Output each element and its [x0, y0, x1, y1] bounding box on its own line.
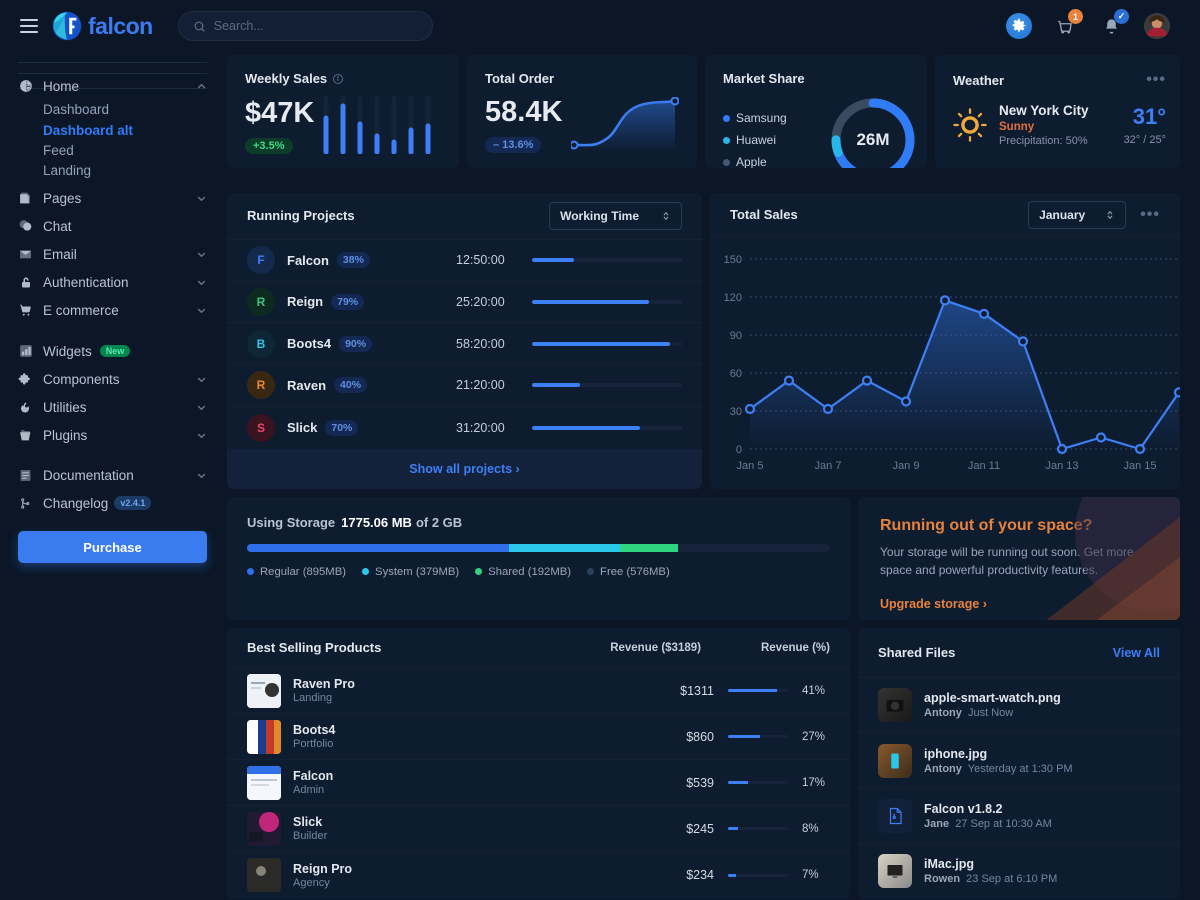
svg-text:Jan 15: Jan 15	[1123, 460, 1156, 472]
svg-text:Jan 13: Jan 13	[1045, 460, 1078, 472]
svg-text:150: 150	[724, 254, 742, 266]
svg-text:Jan 9: Jan 9	[893, 460, 920, 472]
svg-text:120: 120	[724, 292, 742, 304]
svg-text:Jan 7: Jan 7	[815, 460, 842, 472]
svg-text:0: 0	[736, 444, 742, 456]
svg-text:Jan 11: Jan 11	[968, 460, 1000, 472]
svg-text:90: 90	[730, 330, 742, 342]
svg-text:30: 30	[730, 406, 742, 418]
svg-text:Jan 5: Jan 5	[737, 460, 764, 472]
svg-text:60: 60	[730, 368, 742, 380]
